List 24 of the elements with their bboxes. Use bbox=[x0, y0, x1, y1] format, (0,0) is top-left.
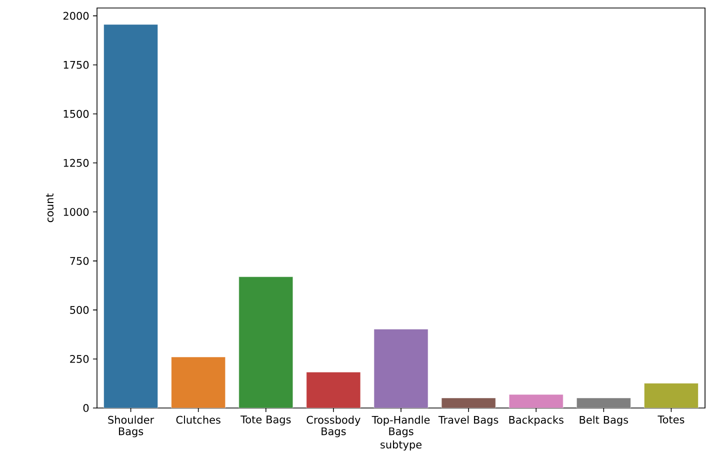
x-tick-label: Travel Bags bbox=[438, 416, 498, 426]
x-tick-label: Belt Bags bbox=[580, 416, 628, 426]
y-tick-label: 1250 bbox=[64, 158, 89, 167]
x-tick-label: Backpacks bbox=[509, 416, 564, 426]
bar bbox=[576, 398, 631, 408]
bar bbox=[104, 24, 158, 408]
bar bbox=[374, 329, 428, 408]
y-tick-label: 1500 bbox=[64, 110, 89, 118]
bar bbox=[644, 383, 698, 408]
x-tick-label: Shoulder Bags bbox=[108, 416, 154, 438]
y-tick-label: 1750 bbox=[64, 60, 89, 69]
y-axis-title: count bbox=[46, 193, 54, 222]
y-tick-label: 750 bbox=[70, 256, 89, 265]
y-tick-label: 0 bbox=[83, 404, 89, 412]
bar bbox=[441, 398, 496, 408]
x-tick-label: Totes bbox=[658, 416, 684, 424]
y-tick-label: 500 bbox=[70, 306, 89, 314]
y-tick-label: 2000 bbox=[63, 12, 89, 20]
x-axis-title: subtype bbox=[380, 440, 422, 451]
y-tick-label: 1000 bbox=[64, 208, 89, 216]
x-tick-label: Tote Bags bbox=[240, 416, 291, 426]
x-tick-label: Crossbody Bags bbox=[306, 416, 360, 438]
y-tick-label: 250 bbox=[70, 355, 89, 363]
x-tick-label: Clutches bbox=[176, 416, 220, 424]
